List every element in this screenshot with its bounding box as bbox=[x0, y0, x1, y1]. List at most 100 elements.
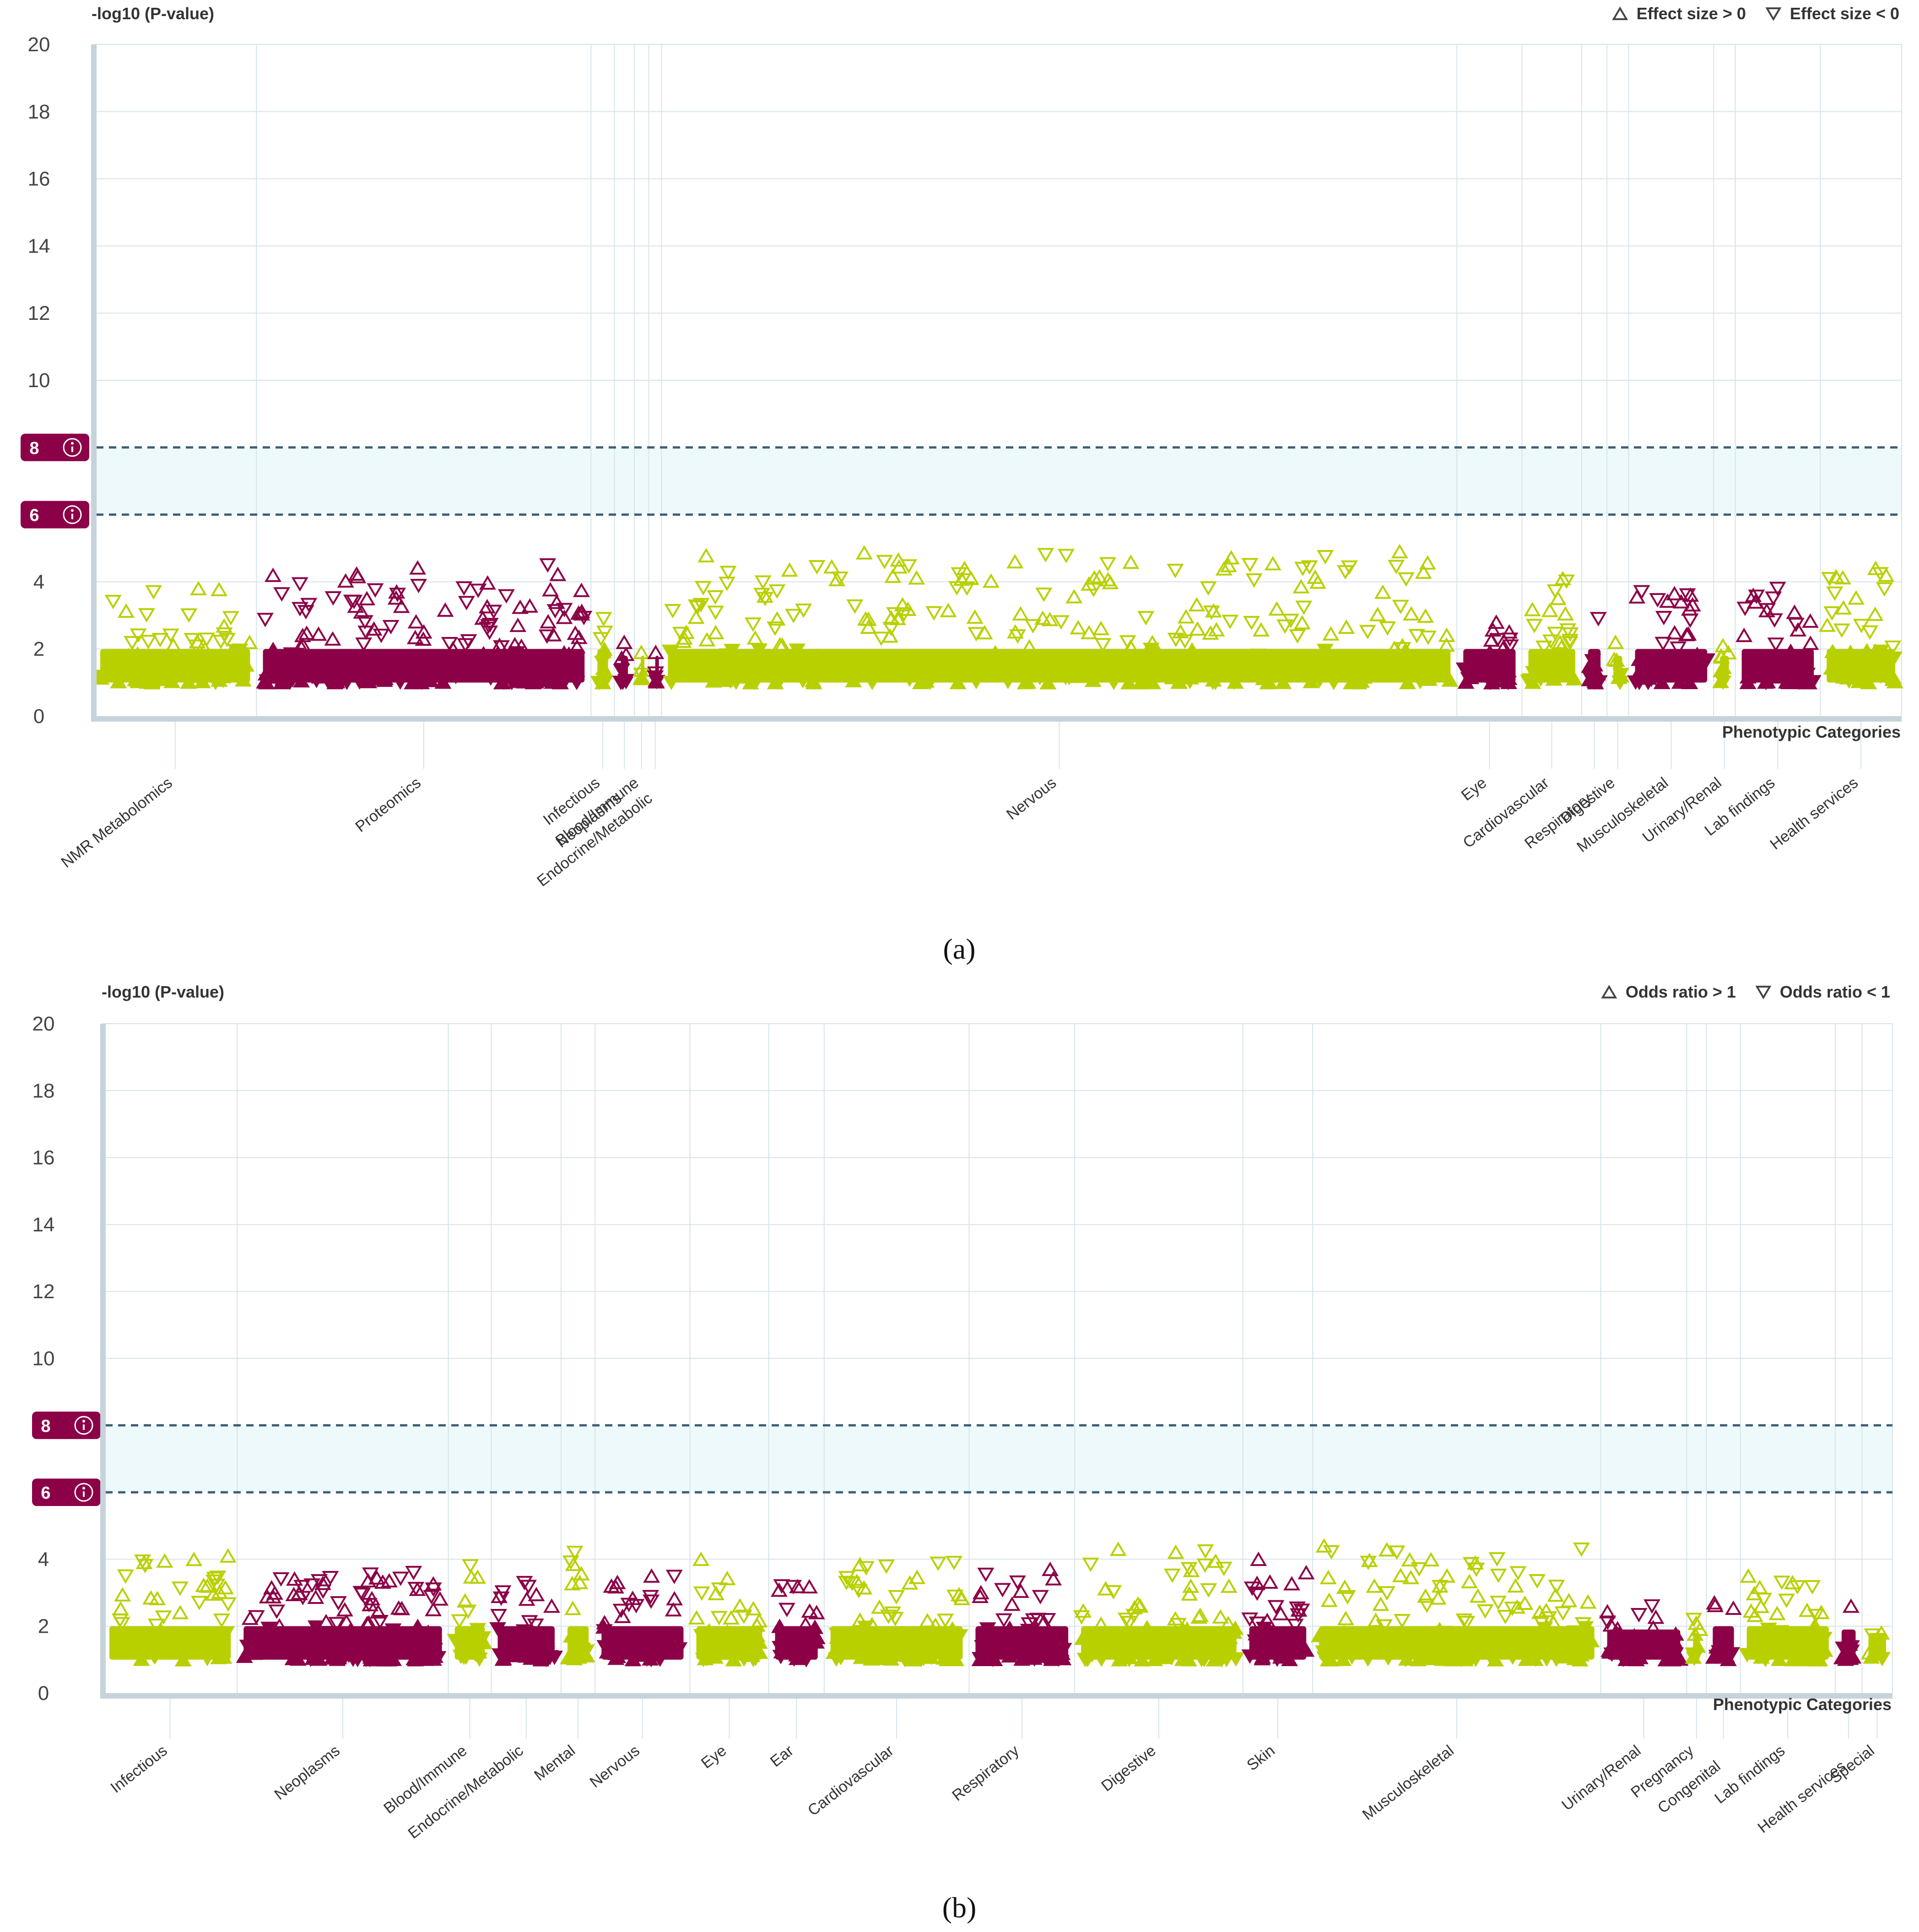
data-point bbox=[294, 627, 311, 642]
data-point bbox=[1207, 1553, 1224, 1568]
data-point bbox=[1243, 615, 1260, 631]
legend: Odds ratio < 1 Odds ratio > 1 bbox=[1601, 982, 1890, 1001]
data-point bbox=[935, 1650, 953, 1665]
data-point bbox=[1812, 1604, 1830, 1619]
data-point bbox=[1627, 675, 1644, 690]
data-point bbox=[1549, 1643, 1567, 1658]
data-point bbox=[1369, 607, 1386, 621]
data-point bbox=[267, 1633, 285, 1648]
data-point bbox=[457, 638, 474, 653]
data-point bbox=[1259, 675, 1276, 690]
data-point bbox=[310, 1574, 328, 1589]
data-point bbox=[1566, 1625, 1584, 1640]
data-point bbox=[1868, 1649, 1886, 1664]
data-point bbox=[147, 1643, 164, 1658]
data-point bbox=[322, 1648, 340, 1663]
series-ear bbox=[770, 1579, 826, 1668]
data-point bbox=[155, 1610, 172, 1625]
data-point bbox=[1032, 1631, 1050, 1646]
data-point bbox=[1487, 1652, 1504, 1667]
data-point bbox=[662, 645, 680, 660]
triangle-down-icon bbox=[1765, 7, 1782, 21]
category-label: Neoplasms bbox=[271, 1742, 343, 1803]
data-point bbox=[1799, 668, 1816, 682]
data-point bbox=[1171, 674, 1188, 689]
data-point bbox=[206, 1571, 223, 1587]
data-point bbox=[112, 1601, 130, 1616]
data-point bbox=[884, 568, 902, 583]
data-point bbox=[385, 1651, 402, 1666]
series-cardiovascular bbox=[1520, 571, 1583, 689]
data-point bbox=[322, 1570, 339, 1586]
data-point bbox=[613, 650, 630, 665]
data-point bbox=[846, 599, 864, 614]
category-label: Eye bbox=[698, 1742, 730, 1772]
data-point bbox=[1611, 1626, 1628, 1641]
data-point bbox=[666, 1591, 683, 1606]
threshold-badge: 6 bbox=[32, 1479, 101, 1506]
data-point bbox=[1518, 1651, 1535, 1666]
data-point bbox=[707, 625, 724, 639]
data-point bbox=[1394, 642, 1411, 657]
data-point bbox=[1388, 1641, 1405, 1656]
data-point bbox=[330, 1650, 347, 1664]
data-point bbox=[962, 570, 980, 585]
data-point bbox=[534, 1650, 551, 1665]
data-point bbox=[1264, 556, 1281, 571]
data-point bbox=[1818, 617, 1836, 632]
data-point bbox=[409, 560, 427, 575]
data-point bbox=[196, 641, 214, 656]
data-point bbox=[1834, 650, 1852, 665]
data-point bbox=[1020, 1624, 1037, 1638]
data-point bbox=[851, 1557, 869, 1571]
data-point bbox=[376, 1641, 394, 1656]
data-point bbox=[1508, 1599, 1526, 1614]
data-point bbox=[1842, 644, 1859, 659]
data-point bbox=[284, 1651, 302, 1665]
data-point bbox=[1671, 674, 1688, 689]
info-icon-dot bbox=[71, 442, 74, 445]
data-point bbox=[907, 651, 924, 665]
data-point bbox=[1681, 601, 1698, 616]
data-point bbox=[1129, 666, 1146, 681]
data-point bbox=[231, 643, 249, 658]
data-point bbox=[1768, 1606, 1786, 1620]
data-point bbox=[1866, 606, 1884, 621]
data-point bbox=[1835, 669, 1852, 684]
data-point bbox=[1430, 1646, 1447, 1660]
data-point bbox=[320, 659, 338, 675]
data-point bbox=[595, 660, 612, 675]
threshold-badge-bg bbox=[32, 1479, 101, 1506]
data-point bbox=[1554, 1606, 1572, 1621]
data-point bbox=[982, 573, 1000, 588]
data-point bbox=[212, 635, 230, 649]
data-point bbox=[986, 1651, 1003, 1667]
panel-a: 0 2 4 10 12 14 16 18 20 8 6 -log10 (P-value) Effect … bbox=[21, 4, 1903, 965]
data-point bbox=[767, 621, 784, 636]
data-point bbox=[1121, 1616, 1138, 1630]
data-point bbox=[797, 1616, 814, 1631]
data-point bbox=[1134, 650, 1151, 665]
data-point bbox=[1628, 589, 1646, 604]
threshold-badge-bg bbox=[32, 1411, 101, 1439]
data-point bbox=[1772, 1625, 1789, 1640]
data-point bbox=[1411, 1562, 1428, 1577]
data-point bbox=[527, 1619, 544, 1633]
data-point bbox=[1816, 1632, 1833, 1646]
data-point bbox=[1303, 674, 1320, 688]
data-point bbox=[540, 614, 557, 629]
data-point bbox=[1555, 1649, 1573, 1664]
data-point bbox=[1408, 629, 1426, 643]
data-point bbox=[371, 1615, 389, 1630]
data-point bbox=[1205, 672, 1222, 687]
data-point bbox=[380, 1573, 398, 1587]
data-point bbox=[1786, 664, 1804, 679]
data-point bbox=[864, 675, 881, 691]
data-point bbox=[434, 674, 452, 689]
data-point bbox=[1411, 675, 1429, 690]
data-point bbox=[698, 632, 716, 647]
data-point bbox=[1245, 573, 1263, 588]
y-tick-label: 4 bbox=[38, 1548, 49, 1570]
data-point bbox=[789, 1579, 806, 1593]
data-point bbox=[946, 1589, 964, 1604]
